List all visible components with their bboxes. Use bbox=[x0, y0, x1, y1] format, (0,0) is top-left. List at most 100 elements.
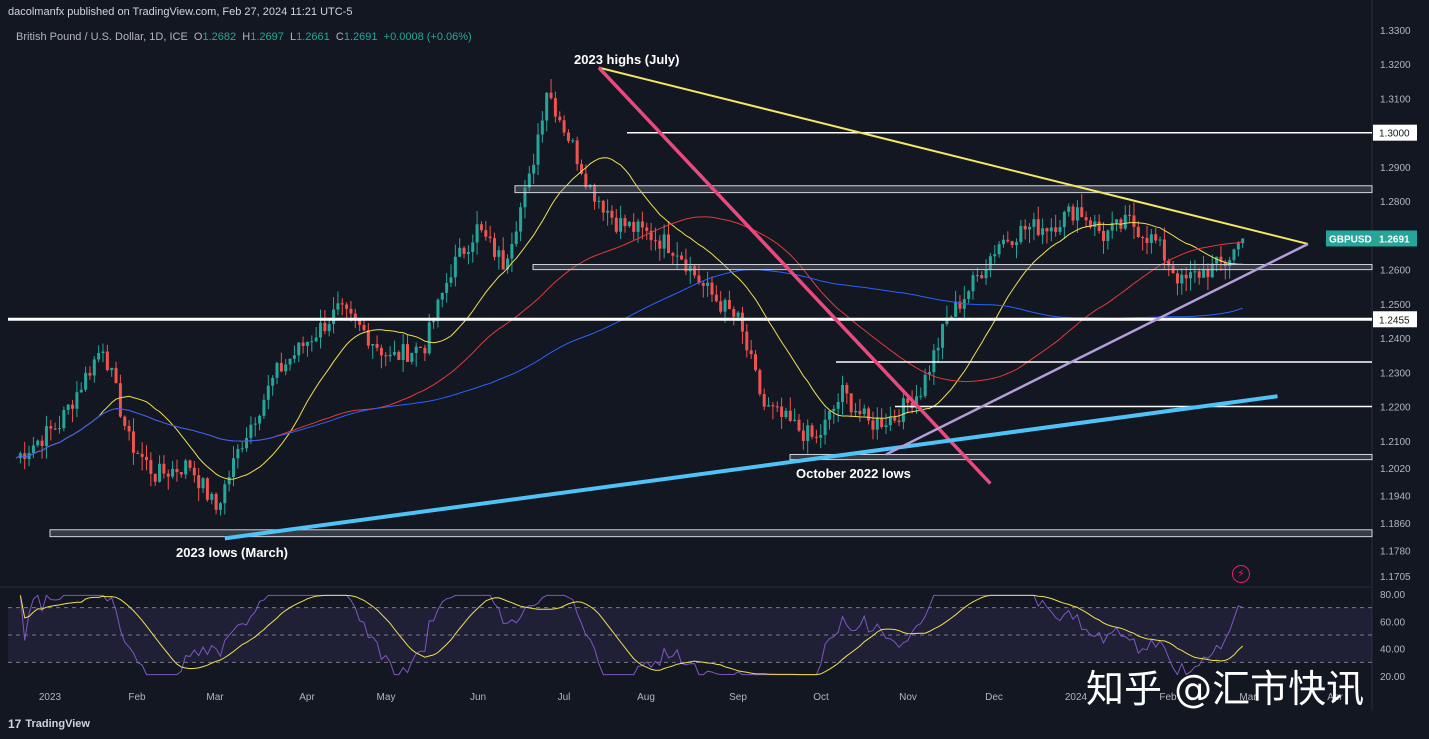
candle-body bbox=[1015, 242, 1018, 246]
candle-body bbox=[658, 240, 662, 249]
candle-body bbox=[719, 301, 723, 312]
candle-body bbox=[171, 468, 175, 477]
y-tick-label: 1.2020 bbox=[1380, 464, 1411, 475]
candle-body bbox=[871, 420, 875, 430]
candle-body bbox=[901, 398, 905, 423]
candle-body bbox=[562, 120, 566, 133]
candle-body bbox=[319, 322, 322, 338]
candle-body bbox=[1180, 274, 1184, 284]
lightning-icon[interactable]: ⚡ bbox=[1232, 565, 1250, 583]
candle-body bbox=[92, 359, 96, 376]
candle-body bbox=[558, 116, 562, 121]
candle-body bbox=[580, 164, 583, 174]
candle-body bbox=[110, 367, 114, 371]
annotation-label: 2023 lows (March) bbox=[176, 545, 288, 560]
candle-body bbox=[205, 478, 209, 500]
candle-body bbox=[593, 184, 597, 202]
candle-body bbox=[1045, 228, 1049, 232]
rsi-tick-label: 60.00 bbox=[1380, 617, 1405, 628]
support-zone bbox=[49, 529, 1373, 538]
candle-body bbox=[136, 452, 140, 454]
candle-body bbox=[514, 231, 518, 244]
candle-body bbox=[740, 312, 744, 332]
candle-body bbox=[632, 221, 636, 232]
candle-body bbox=[1206, 269, 1210, 278]
candle-body bbox=[375, 343, 379, 348]
candle-body bbox=[928, 372, 931, 375]
candle-body bbox=[662, 234, 666, 249]
candle-body bbox=[967, 291, 971, 300]
candle-body bbox=[506, 258, 510, 270]
x-tick-label: 2024 bbox=[1065, 692, 1088, 703]
candle-body bbox=[384, 355, 388, 357]
candle-body bbox=[919, 395, 923, 397]
candle-body bbox=[192, 467, 196, 476]
candle-body bbox=[1058, 227, 1062, 232]
annotation-label: 2023 highs (July) bbox=[574, 52, 679, 67]
candle-body bbox=[862, 408, 866, 415]
candle-body bbox=[305, 341, 309, 346]
y-tick-label: 1.2100 bbox=[1380, 437, 1411, 448]
candle-body bbox=[975, 275, 979, 277]
candle-body bbox=[1106, 230, 1110, 241]
candle-body bbox=[680, 255, 684, 260]
candle-body bbox=[980, 275, 984, 279]
candle-body bbox=[1158, 239, 1162, 241]
candle-body bbox=[745, 331, 749, 351]
candle-body bbox=[532, 164, 536, 174]
candle-body bbox=[693, 265, 697, 276]
candle-body bbox=[1145, 237, 1149, 243]
candle-body bbox=[1019, 225, 1023, 243]
candle-body bbox=[832, 408, 836, 412]
candle-body bbox=[453, 256, 457, 278]
candle-body bbox=[854, 410, 858, 413]
candle-body bbox=[1110, 222, 1114, 231]
candle-body bbox=[649, 230, 653, 241]
candle-body bbox=[197, 475, 201, 489]
candle-body bbox=[44, 426, 48, 447]
candle-body bbox=[1071, 206, 1075, 221]
symbol-info: British Pound / U.S. Dollar, 1D, ICE O1.… bbox=[16, 31, 472, 43]
x-tick-label: Apr bbox=[1327, 692, 1343, 703]
candle-body bbox=[827, 411, 831, 420]
candle-body bbox=[445, 282, 449, 293]
candle-body bbox=[484, 230, 488, 237]
candle-body bbox=[123, 416, 127, 426]
x-tick-label: Dec bbox=[985, 692, 1003, 703]
candle-body bbox=[1036, 219, 1040, 235]
candle-body bbox=[310, 341, 314, 343]
candle-body bbox=[414, 346, 418, 353]
candle-body bbox=[606, 210, 610, 213]
candle-body bbox=[566, 132, 570, 141]
candle-body bbox=[823, 419, 827, 436]
candle-body bbox=[79, 389, 83, 393]
candle-body bbox=[775, 406, 779, 408]
candle-body bbox=[736, 312, 740, 317]
candle-body bbox=[140, 453, 144, 457]
candle-body bbox=[236, 449, 240, 459]
candle-body bbox=[1075, 207, 1079, 221]
candle-body bbox=[327, 323, 331, 332]
candle-body bbox=[880, 417, 884, 428]
ma-line-yellow bbox=[15, 157, 1243, 480]
candle-body bbox=[184, 460, 188, 475]
candle-body bbox=[227, 477, 231, 485]
rsi-tick-label: 80.00 bbox=[1380, 590, 1405, 601]
candle-body bbox=[462, 247, 466, 254]
candle-body bbox=[971, 275, 975, 292]
candle-body bbox=[584, 173, 588, 188]
candle-body bbox=[754, 354, 757, 371]
candle-body bbox=[723, 299, 727, 312]
candle-body bbox=[762, 394, 766, 407]
candle-body bbox=[145, 456, 148, 461]
candle-body bbox=[884, 425, 888, 428]
candle-body bbox=[932, 350, 936, 373]
y-tick-label: 1.3200 bbox=[1380, 60, 1411, 71]
candle-body bbox=[458, 247, 462, 257]
low-label: L bbox=[290, 31, 297, 43]
candle-body bbox=[105, 351, 109, 371]
candle-body bbox=[510, 243, 514, 259]
price-label-text: 1.3000 bbox=[1379, 129, 1410, 140]
trendline-cyan bbox=[224, 394, 1278, 541]
